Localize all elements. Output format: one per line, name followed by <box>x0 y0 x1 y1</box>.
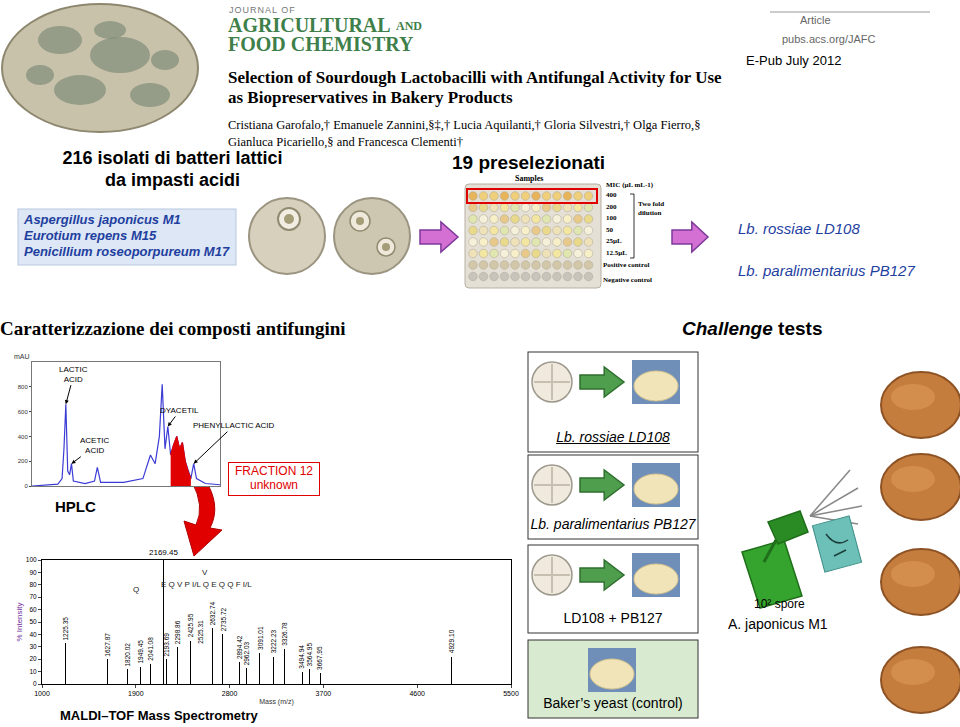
html-text:da impasti acidi: da impasti acidi <box>105 170 240 190</box>
html-text:10² spore: 10² spore <box>754 597 805 611</box>
svg-text:mAU: mAU <box>14 353 30 360</box>
html-text:216 isolati di batteri lattici: 216 isolati di batteri lattici <box>62 148 283 168</box>
html-text:Challenge tests: Challenge tests <box>682 318 823 339</box>
svg-text:3564.95: 3564.95 <box>306 643 313 667</box>
html-text:unknown: unknown <box>250 477 298 492</box>
html-text:200: 200 <box>606 202 617 211</box>
html-text:pubs.acs.org/JAFC: pubs.acs.org/JAFC <box>782 33 876 45</box>
svg-text:10: 10 <box>29 668 37 675</box>
svg-text:600: 600 <box>18 409 29 415</box>
svg-text:1627.87: 1627.87 <box>104 633 111 657</box>
svg-text:5500: 5500 <box>503 690 519 697</box>
svg-text:2298.86: 2298.86 <box>174 620 181 644</box>
svg-text:1820.02: 1820.02 <box>124 643 131 667</box>
svg-text:2735.72: 2735.72 <box>220 607 227 631</box>
html-text:Cristiana Garofalo,† Emanuele: Cristiana Garofalo,† Emanuele Zannini,§‡… <box>228 118 701 132</box>
svg-text:90: 90 <box>29 569 37 576</box>
html-text:Gianluca Picariello,§ and Fran: Gianluca Picariello,§ and Francesca Clem… <box>228 135 463 149</box>
html-text:Article: Article <box>800 14 831 26</box>
svg-text:0: 0 <box>24 483 28 489</box>
svg-text:E Q V P I/L Q E Q Q F I/L: E Q V P I/L Q E Q Q F I/L <box>161 580 252 589</box>
html-text:Aspergillus japonicus M1: Aspergillus japonicus M1 <box>24 212 181 227</box>
html-text:AGRICULTURAL AND: AGRICULTURAL AND <box>228 14 422 36</box>
html-text:Lb. paralimentarius PB127: Lb. paralimentarius PB127 <box>738 262 915 279</box>
svg-text:3091.01: 3091.01 <box>257 626 264 650</box>
svg-text:2041.08: 2041.08 <box>147 637 154 661</box>
html-text:dilution: dilution <box>638 209 662 217</box>
svg-text:50: 50 <box>29 618 37 625</box>
svg-text:1225.35: 1225.35 <box>62 617 69 641</box>
svg-text:2894.42: 2894.42 <box>236 635 243 659</box>
html-text:Positive control: Positive control <box>603 261 650 269</box>
html-text:12.5µL: 12.5µL <box>606 248 627 257</box>
svg-text:800: 800 <box>18 384 29 390</box>
svg-text:1900: 1900 <box>128 690 144 697</box>
html-text:Negative control: Negative control <box>603 276 653 284</box>
svg-text:2169.45: 2169.45 <box>149 548 178 557</box>
html-text:25µL: 25µL <box>606 237 622 245</box>
svg-text:2800: 2800 <box>222 690 238 697</box>
html-text:100: 100 <box>606 214 617 222</box>
svg-text:2425.95: 2425.95 <box>187 613 194 637</box>
html-text:FOOD CHEMISTRY: FOOD CHEMISTRY <box>228 33 414 55</box>
html-text:MALDI–TOF Mass Spectrometry: MALDI–TOF Mass Spectrometry <box>60 708 258 723</box>
html-text:50: 50 <box>606 225 613 234</box>
svg-text:60: 60 <box>29 606 37 613</box>
svg-text:4600: 4600 <box>409 690 425 697</box>
svg-text:3494.94: 3494.94 <box>298 645 305 669</box>
svg-text:40: 40 <box>29 631 37 638</box>
svg-text:% Intensity: % Intensity <box>15 602 24 641</box>
svg-text:3222.23: 3222.23 <box>270 629 277 653</box>
html-text:Caratterizzazione dei composti: Caratterizzazione dei composti antifungi… <box>0 318 346 339</box>
html-text:Penicillium roseoporpureum M17: Penicillium roseoporpureum M17 <box>24 244 230 259</box>
html-text:E-Pub July 2012: E-Pub July 2012 <box>746 53 842 68</box>
svg-text:3326.78: 3326.78 <box>281 622 288 646</box>
html-text:HPLC: HPLC <box>55 498 96 515</box>
svg-text:200: 200 <box>18 458 29 464</box>
html-text:Baker’s yeast (control): Baker’s yeast (control) <box>543 695 683 711</box>
svg-text:Mass (m/z): Mass (m/z) <box>259 698 294 706</box>
html-text:A. japonicus M1: A. japonicus M1 <box>728 616 828 632</box>
html-text:Lb. rossiae LD108: Lb. rossiae LD108 <box>738 220 860 237</box>
html-text:LD108 + PB127: LD108 + PB127 <box>563 610 663 626</box>
html-text:FRACTION 12: FRACTION 12 <box>235 464 313 478</box>
html-text:Samples: Samples <box>515 174 544 183</box>
svg-text:1000: 1000 <box>34 690 50 697</box>
html-text:JOURNAL OF: JOURNAL OF <box>229 5 296 15</box>
html-text:Eurotium repens M15: Eurotium repens M15 <box>24 228 157 243</box>
html-text:MIC (µL mL-1): MIC (µL mL-1) <box>606 181 654 189</box>
html-text:400: 400 <box>606 191 617 199</box>
svg-text:ACETICACID: ACETICACID <box>80 436 110 455</box>
svg-text:100: 100 <box>26 556 37 563</box>
html-text:Two fold: Two fold <box>638 200 665 208</box>
svg-text:Q: Q <box>133 585 139 594</box>
svg-text:3700: 3700 <box>316 690 332 697</box>
svg-text:4929.10: 4929.10 <box>448 629 455 653</box>
html-text:Lb. paralimentarius PB127: Lb. paralimentarius PB127 <box>530 516 696 532</box>
svg-text:400: 400 <box>18 434 29 440</box>
svg-text:2193.69: 2193.69 <box>163 633 170 657</box>
svg-text:2525.31: 2525.31 <box>197 620 204 644</box>
html-text:19 preselezionati: 19 preselezionati <box>452 152 606 173</box>
html-text:Selection of Sourdough Lactoba: Selection of Sourdough Lactobacilli with… <box>228 68 722 87</box>
svg-text:80: 80 <box>29 581 37 588</box>
svg-text:PHENYLLACTIC ACID: PHENYLLACTIC ACID <box>193 421 275 430</box>
svg-text:70: 70 <box>29 593 37 600</box>
svg-text:LACTICACID: LACTICACID <box>59 365 88 384</box>
svg-text:20: 20 <box>29 655 37 662</box>
svg-text:3667.95: 3667.95 <box>316 646 323 670</box>
svg-text:2632.74: 2632.74 <box>209 601 216 625</box>
svg-text:0: 0 <box>33 680 37 687</box>
svg-text:2962.03: 2962.03 <box>243 641 250 665</box>
svg-text:30: 30 <box>29 643 37 650</box>
html-text:Lb. rossiae LD108: Lb. rossiae LD108 <box>556 429 670 445</box>
svg-text:DYACETIL: DYACETIL <box>160 406 199 415</box>
svg-text:1949.45: 1949.45 <box>137 640 144 664</box>
svg-text:V: V <box>202 568 208 577</box>
html-text:as Biopreservatives in Bakery: as Biopreservatives in Bakery Products <box>228 88 513 107</box>
